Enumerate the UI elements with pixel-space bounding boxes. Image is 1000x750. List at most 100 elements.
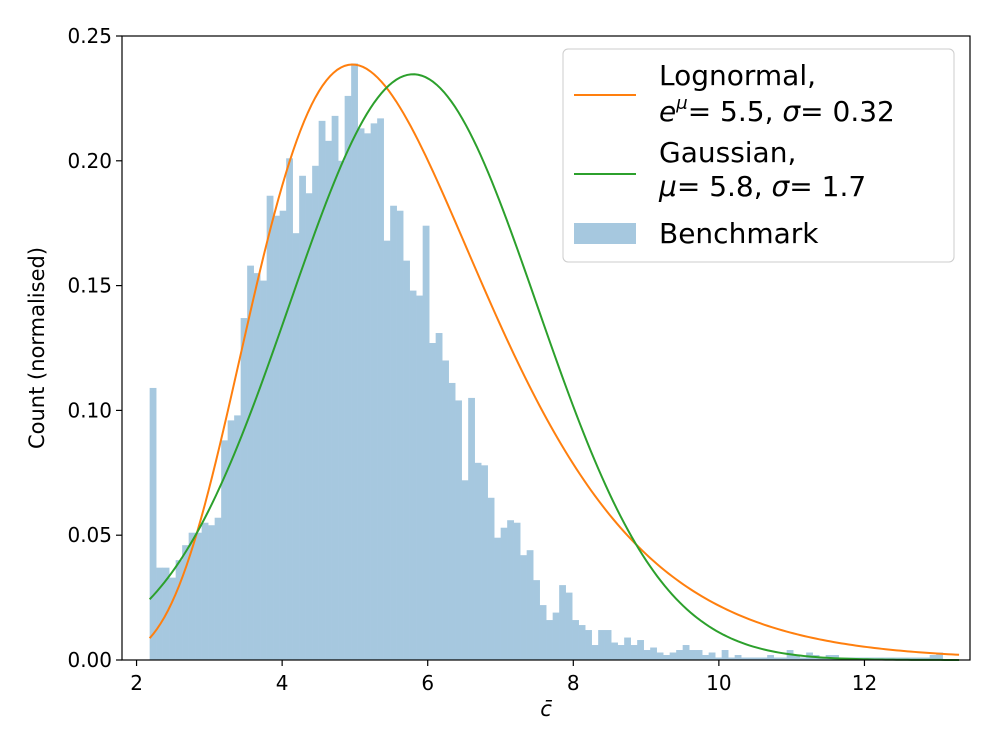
histogram-bar <box>903 657 911 660</box>
histogram-bar <box>520 555 527 660</box>
histogram-bar <box>338 160 345 661</box>
histogram-bar <box>455 400 462 660</box>
histogram-bar <box>799 657 807 660</box>
x-axis-label: c̄ <box>540 697 552 721</box>
histogram-bar <box>708 652 716 660</box>
histogram-bars <box>149 63 943 661</box>
histogram-bar <box>461 480 469 660</box>
histogram-bar <box>585 630 592 660</box>
histogram-bar <box>916 657 924 660</box>
histogram-bar <box>416 295 423 660</box>
histogram-bar <box>370 123 378 661</box>
histogram-bar <box>409 290 417 660</box>
histogram-bar <box>526 550 534 660</box>
histogram-bar <box>390 205 397 661</box>
legend-gaussian-mu-value: = 5.8, <box>677 170 772 203</box>
legend-label-lognormal-params: eμ= 5.5, σ= 0.32 <box>659 93 895 128</box>
histogram-bar <box>214 517 222 660</box>
histogram-bar <box>676 650 683 660</box>
histogram-bar <box>559 585 566 660</box>
histogram-bar <box>819 657 826 660</box>
histogram-bar <box>741 657 748 660</box>
histogram-bar <box>734 655 742 660</box>
histogram-bar <box>650 647 657 660</box>
histogram-bar <box>500 527 508 660</box>
histogram-bar <box>253 273 261 660</box>
histogram-bar <box>468 397 475 660</box>
histogram-bar <box>747 657 755 660</box>
histogram-bar <box>260 280 267 660</box>
y-axis-ticks: 0.00 0.05 0.10 0.15 0.20 0.25 <box>67 24 122 672</box>
histogram-bar <box>702 655 709 660</box>
histogram-bar <box>760 657 768 660</box>
legend-lognormal-median-value: = 5.5, <box>688 95 783 128</box>
histogram-bar <box>936 652 943 660</box>
fit-curve-lognormal <box>148 63 960 656</box>
histogram-bar <box>279 210 287 660</box>
histogram-bar <box>689 650 696 660</box>
histogram-bar <box>624 637 631 660</box>
histogram-bar <box>767 655 774 660</box>
legend-label-lognormal-title: Lognormal, <box>659 59 816 92</box>
histogram-bar <box>318 120 326 661</box>
histogram-bar <box>598 630 605 660</box>
histogram-bar <box>773 657 781 660</box>
histogram-bar <box>364 133 371 661</box>
legend-label-benchmark: Benchmark <box>659 217 819 250</box>
histogram-bar <box>793 655 800 660</box>
histogram-bar <box>188 532 196 660</box>
histogram-bar <box>643 650 651 660</box>
histogram-bar <box>175 560 183 660</box>
histogram-bar <box>247 265 254 660</box>
histogram-bar <box>572 620 579 660</box>
histogram-bar <box>208 525 215 660</box>
histogram-bar <box>715 657 722 660</box>
x-axis-ticks: 2 4 6 8 10 12 <box>130 660 877 695</box>
histogram-bar <box>435 333 443 660</box>
histogram-bar <box>266 195 274 661</box>
histogram-bar <box>617 645 625 660</box>
histogram-bar <box>780 657 787 660</box>
histogram-bar <box>442 360 449 660</box>
histogram-bar <box>578 625 586 660</box>
histogram-bar <box>494 537 501 660</box>
histogram-bar <box>299 175 306 660</box>
histogram-bar <box>312 165 319 661</box>
histogram-bar <box>728 657 735 660</box>
histogram-bar <box>481 465 488 660</box>
histogram-bar <box>240 318 248 660</box>
histogram-bar <box>695 650 703 660</box>
histogram-bar <box>923 657 930 660</box>
y-tick-label: 0.10 <box>67 398 112 422</box>
histogram-bar <box>591 645 599 660</box>
x-tick-label: 2 <box>130 671 143 695</box>
histogram-bar <box>325 140 332 660</box>
histogram-bar <box>630 645 638 660</box>
histogram-bar <box>663 655 670 660</box>
histogram-bar <box>604 630 612 660</box>
legend-gaussian-sigma: σ <box>772 170 791 203</box>
y-tick-label: 0.25 <box>67 24 112 48</box>
histogram-bar <box>201 522 209 660</box>
histogram-bar <box>396 210 404 660</box>
histogram-bar <box>331 115 339 661</box>
histogram-bar <box>182 545 189 660</box>
x-tick-label: 4 <box>276 671 289 695</box>
histogram-bar <box>357 128 365 661</box>
histogram-bar <box>754 657 761 660</box>
legend-gaussian-mu: μ <box>658 170 677 203</box>
legend-lognormal-sigma-value: = 0.32 <box>800 95 895 128</box>
histogram-bar <box>507 520 514 660</box>
y-tick-label: 0.15 <box>67 274 112 298</box>
legend-lognormal-sigma: σ <box>782 95 801 128</box>
histogram-bar <box>234 415 241 660</box>
histogram-bar <box>929 655 937 660</box>
legend-lognormal-e: e <box>659 95 676 128</box>
histogram-bar <box>487 497 495 660</box>
histogram-bar <box>513 522 521 660</box>
x-tick-label: 8 <box>567 671 580 695</box>
x-tick-label: 6 <box>421 671 434 695</box>
histogram-bar <box>292 233 300 660</box>
histogram-bar <box>611 642 618 660</box>
